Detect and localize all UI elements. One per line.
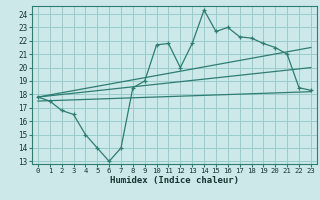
X-axis label: Humidex (Indice chaleur): Humidex (Indice chaleur) <box>110 176 239 185</box>
